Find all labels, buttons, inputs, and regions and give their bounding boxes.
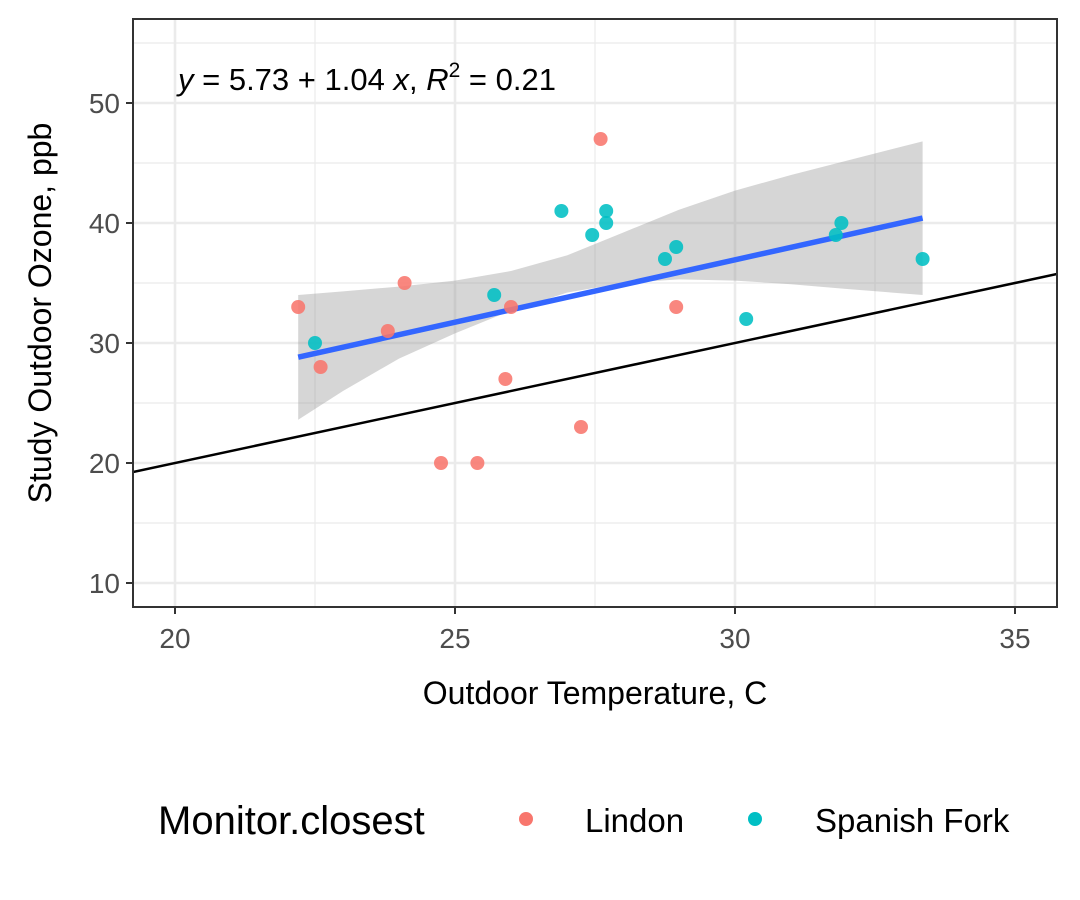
point-spanish-fork bbox=[599, 204, 614, 218]
regression-annotation: y = 5.73 + 1.04 x, R2 = 0.21 bbox=[176, 59, 556, 97]
legend-label-lindon: Lindon bbox=[585, 802, 684, 839]
legend-title: Monitor.closest bbox=[158, 799, 425, 843]
x-tick-label: 30 bbox=[719, 623, 750, 654]
annotation-x-var: x bbox=[391, 62, 410, 97]
point-spanish-fork bbox=[585, 228, 600, 242]
point-lindon bbox=[574, 420, 588, 434]
point-spanish-fork bbox=[739, 312, 754, 326]
point-lindon bbox=[313, 360, 328, 374]
y-tick-label: 20 bbox=[89, 448, 120, 479]
y-tick-label: 50 bbox=[89, 88, 120, 119]
legend-key-spanish-fork bbox=[748, 812, 762, 826]
point-lindon bbox=[291, 300, 306, 314]
point-spanish-fork bbox=[669, 240, 684, 254]
point-lindon bbox=[397, 276, 412, 290]
y-tick-label: 10 bbox=[89, 568, 120, 599]
confidence-band bbox=[298, 141, 923, 420]
y-tick-label: 40 bbox=[89, 208, 120, 239]
point-spanish-fork bbox=[599, 216, 614, 230]
x-tick-label: 35 bbox=[999, 623, 1030, 654]
y-axis-title: Study Outdoor Ozone, ppb bbox=[22, 123, 58, 504]
point-lindon bbox=[380, 324, 395, 338]
x-tick-label: 25 bbox=[439, 623, 470, 654]
plot-panel-border bbox=[132, 18, 1058, 608]
annotation-r-var: R bbox=[426, 62, 448, 97]
point-spanish-fork bbox=[915, 252, 930, 266]
legend-key-lindon bbox=[519, 812, 533, 826]
annotation-equation: = 5.73 + 1.04 bbox=[194, 62, 394, 97]
point-lindon bbox=[593, 132, 608, 146]
annotation-y-var: y bbox=[176, 62, 196, 97]
y-tick-label: 30 bbox=[89, 328, 120, 359]
point-spanish-fork bbox=[554, 204, 569, 218]
axes: 20 25 30 35 10 20 30 40 50 bbox=[89, 88, 1031, 654]
point-lindon bbox=[434, 456, 448, 470]
regression-line bbox=[297, 215, 924, 360]
point-lindon bbox=[504, 300, 518, 314]
data-layer bbox=[133, 132, 1057, 474]
x-tick-label: 20 bbox=[159, 623, 190, 654]
annotation-r-superscript: 2 bbox=[449, 59, 461, 82]
legend: Monitor.closest Lindon Spanish Fork bbox=[158, 799, 1010, 843]
annotation-r-value: = 0.21 bbox=[460, 62, 556, 97]
annotation-separator: , bbox=[409, 62, 426, 97]
legend-label-spanish-fork: Spanish Fork bbox=[815, 802, 1010, 839]
point-spanish-fork bbox=[834, 216, 849, 230]
point-spanish-fork bbox=[658, 252, 672, 266]
point-spanish-fork bbox=[828, 228, 843, 242]
reference-line bbox=[133, 272, 1057, 474]
point-spanish-fork bbox=[308, 336, 322, 350]
x-axis-title: Outdoor Temperature, C bbox=[423, 675, 767, 711]
point-lindon bbox=[470, 456, 485, 470]
point-lindon bbox=[669, 300, 684, 314]
point-lindon bbox=[498, 372, 513, 386]
point-spanish-fork bbox=[487, 288, 502, 302]
